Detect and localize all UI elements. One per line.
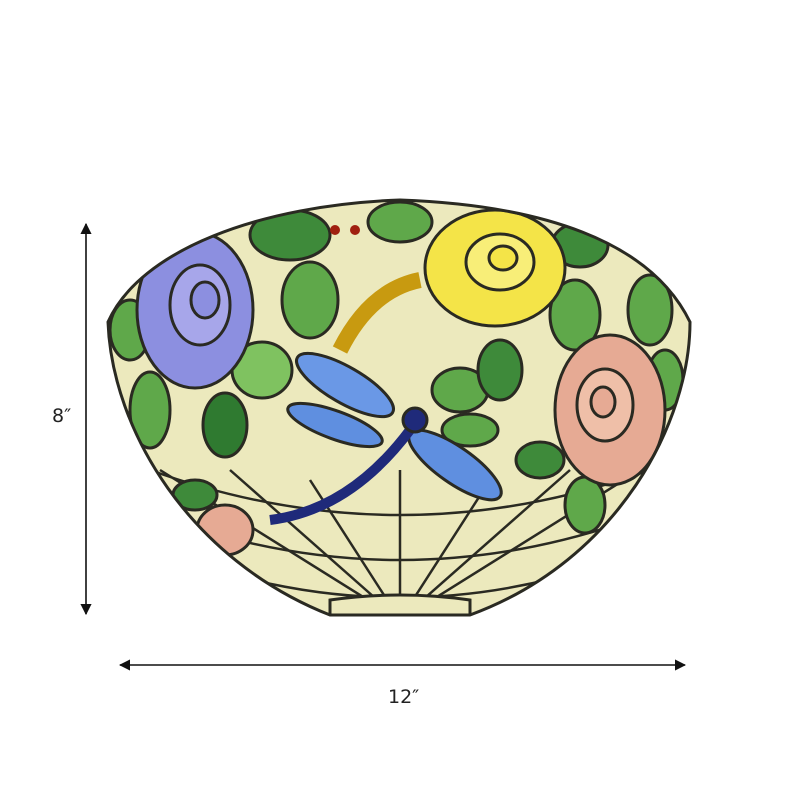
height-dimension-label: 8″ [52,405,72,427]
lamp-outline [106,198,692,617]
lamp-shade [108,200,690,615]
width-dimension-label: 12″ [388,686,420,708]
rose-yellow [423,208,567,328]
rose-pink [553,333,667,487]
rose-pink-small [195,503,255,557]
amber-stem [332,272,422,354]
rose-blue [135,230,255,390]
dragonfly [269,351,503,525]
